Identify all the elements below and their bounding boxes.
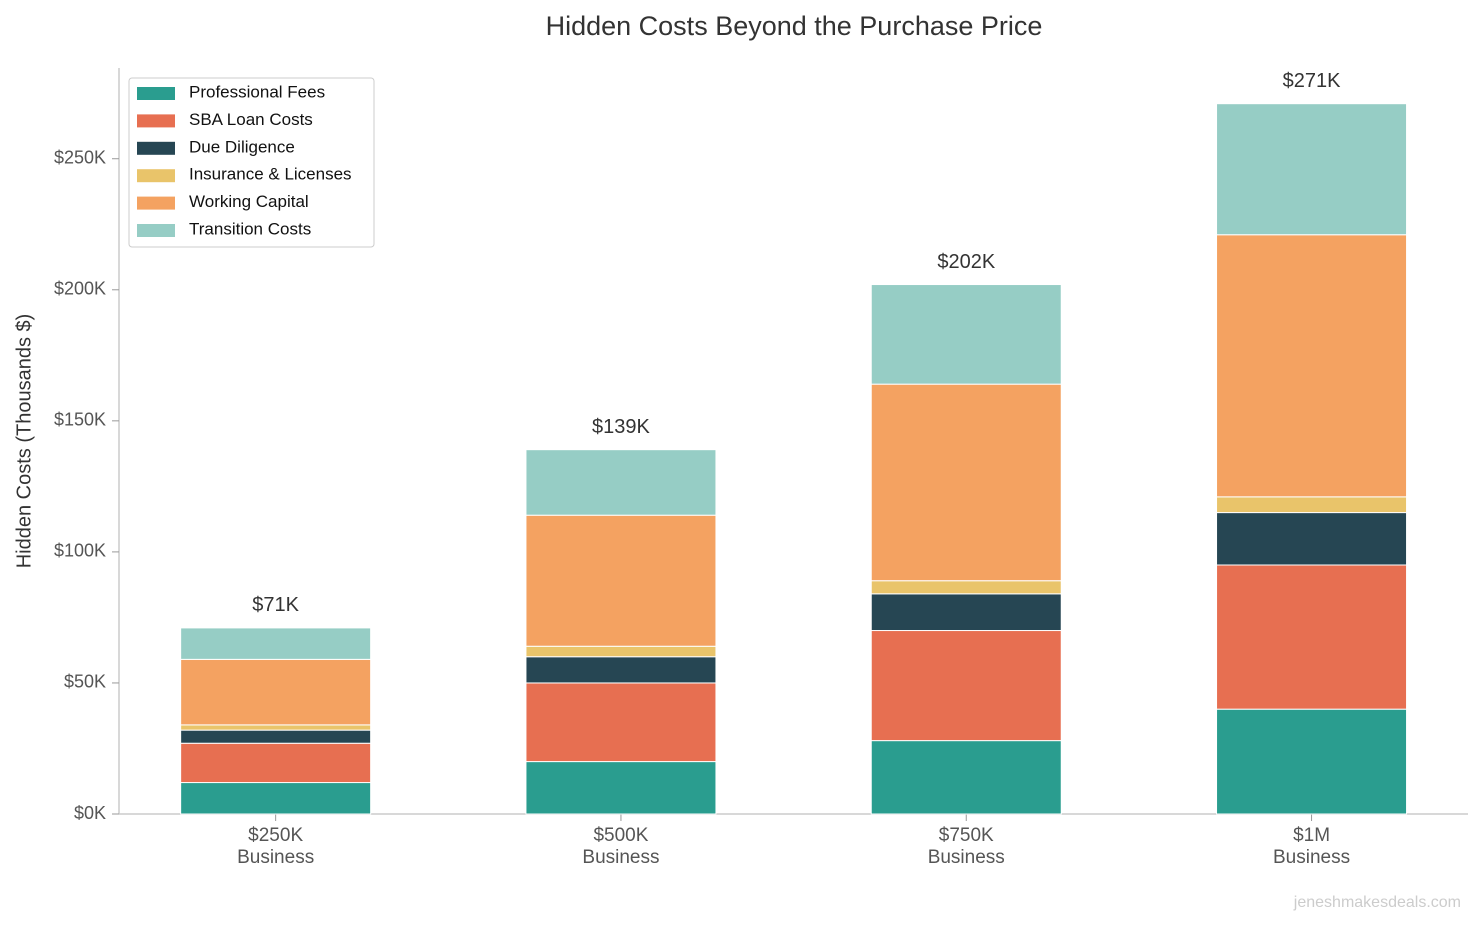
bar-segment: [525, 514, 717, 647]
legend-box: [128, 77, 375, 248]
legend-label: Due Diligence: [189, 137, 295, 156]
x-tick-label: $500K: [593, 825, 648, 846]
legend-swatch: [137, 87, 175, 100]
chart-title: Hidden Costs Beyond the Purchase Price: [546, 11, 1043, 41]
bar-segment: [870, 740, 1062, 815]
bar-segment: [1216, 708, 1408, 815]
bar-segment: [525, 656, 717, 684]
bar-segment: [1216, 234, 1408, 498]
legend-swatch: [137, 141, 175, 155]
watermark: jeneshmakesdeals.com: [1293, 894, 1461, 911]
bar-segment: [180, 782, 372, 815]
y-tick-label: $100K: [54, 541, 106, 561]
x-tick-label: Business: [928, 847, 1005, 868]
bar-segment: [525, 645, 717, 658]
legend-label: Transition Costs: [189, 219, 311, 238]
bar-segment: [870, 593, 1062, 632]
total-label: $202K: [937, 251, 995, 273]
bar-segment: [180, 658, 372, 726]
legend-swatch: [137, 114, 175, 128]
bar-segment: [180, 724, 372, 731]
bar-segment: [525, 682, 717, 763]
bar-segment: [870, 580, 1062, 595]
total-label: $139K: [592, 416, 650, 438]
bar-segment: [1216, 512, 1408, 566]
legend-swatch: [137, 196, 175, 210]
bar-segment: [180, 729, 372, 744]
x-tick-label: $250K: [248, 825, 303, 846]
bar-segment: [1216, 564, 1408, 710]
y-tick-label: $150K: [54, 410, 106, 430]
bar-segment: [180, 742, 372, 784]
y-tick-label: $200K: [54, 279, 106, 299]
x-tick-label: Business: [1273, 847, 1350, 868]
y-tick-label: $50K: [64, 672, 106, 692]
legend-label: Professional Fees: [189, 82, 325, 101]
x-tick-label: $750K: [939, 825, 994, 846]
legend-swatch: [137, 224, 175, 237]
total-label: $71K: [252, 594, 299, 616]
y-axis-label: Hidden Costs (Thousands $): [13, 314, 35, 569]
bar-segment: [1216, 103, 1408, 236]
total-label: $271K: [1283, 70, 1341, 92]
bar-segment: [870, 630, 1062, 742]
x-tick-label: $1M: [1293, 825, 1330, 846]
legend: Professional Fees SBA Loan Costs Due Dilig…: [128, 77, 375, 248]
legend-label: Insurance & Licenses: [189, 165, 352, 184]
y-tick-label: $0K: [74, 803, 106, 823]
legend-label: Working Capital: [189, 192, 309, 211]
legend-swatch: [137, 169, 175, 183]
bar-segment: [525, 761, 717, 815]
x-tick-label: Business: [237, 847, 314, 868]
bar-segment: [1216, 496, 1408, 514]
bar-segment: [870, 383, 1062, 582]
bar-segment: [525, 449, 717, 516]
bar-segment: [180, 627, 372, 660]
x-tick-label: Business: [582, 847, 659, 868]
y-tick-label: $250K: [54, 147, 106, 167]
bar-segment: [870, 284, 1062, 385]
legend-label: SBA Loan Costs: [189, 110, 313, 129]
